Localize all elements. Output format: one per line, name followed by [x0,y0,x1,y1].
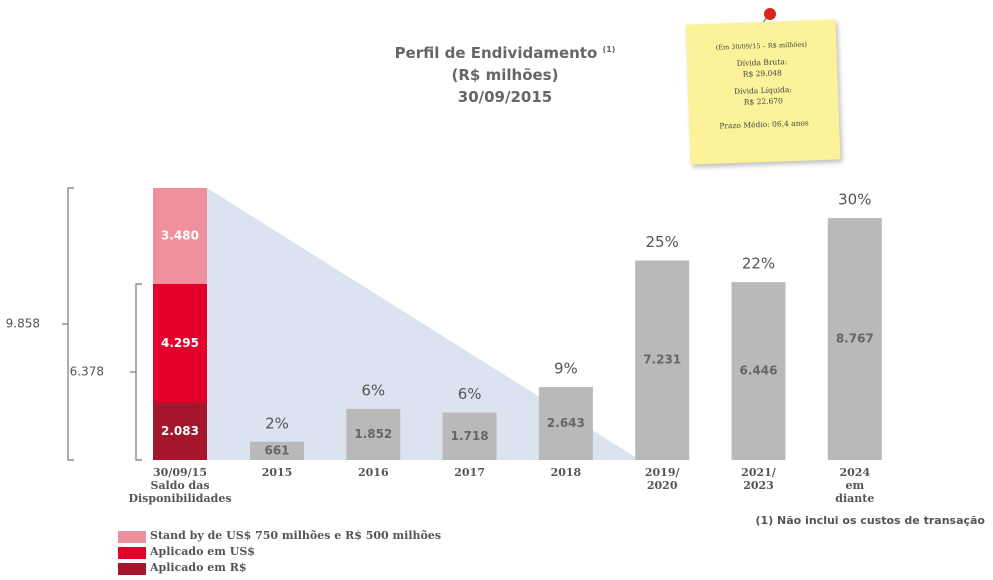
chart-title-line: Perfil de Endividamento (1) [380,44,630,62]
value-label: 8.767 [836,332,874,346]
share-label: 25% [646,233,679,251]
x-tick-label: 2021/ 2023 [741,466,776,492]
bar [538,387,593,460]
chart-date: 30/09/2015 [457,88,553,106]
legend-label: Aplicado em US$ [150,545,255,558]
bar [635,260,690,460]
value-label: 6.446 [740,364,778,378]
bracket [135,283,142,461]
x-tick-label: 2024 em diante [835,466,875,505]
bar-segment [153,188,207,285]
note-header: (Em 30/09/15 – R$ milhões) [715,40,808,52]
value-label: 3.480 [161,229,199,243]
bracket-label: 9.858 [6,317,40,331]
value-label: 2.083 [161,424,199,438]
legend-swatch [118,563,146,575]
x-tick-label: 2015 [261,466,293,479]
value-label: 1.718 [451,429,489,443]
x-tick-label: 2017 [454,466,485,479]
x-tick-label: 2018 [550,466,582,479]
legend-label: Aplicado em R$ [150,561,247,574]
bar [250,441,304,460]
legend-label: Stand by de US$ 750 milhões e R$ 500 mil… [150,529,442,542]
chart-subtitle: (R$ milhões) [451,66,559,84]
bar [827,218,882,460]
pin [764,8,776,20]
x-tick-label: 2019/ 2020 [644,466,680,492]
value-label: 7.231 [643,353,681,367]
share-label: 2% [265,414,289,432]
bar-segment [153,402,207,460]
title-note: (1) [602,45,616,54]
value-label: 1.852 [354,427,392,441]
share-label: 6% [361,381,385,399]
legend-swatch [118,531,146,543]
share-label: 9% [554,360,578,378]
bar [442,412,497,460]
x-tick-label: 2016 [357,466,389,479]
bracket [67,187,74,461]
footnote: (1) Não inclui os custos de transação [755,514,985,527]
share-label: 22% [742,255,775,273]
share-label: 6% [458,385,482,403]
bar [731,282,786,460]
legend-swatch [118,547,146,559]
value-label: 2.643 [547,416,585,430]
shadow-triangle [207,188,640,460]
note-line: Prazo Médio: 06,4 anos [719,118,809,131]
sticky-note: (Em 30/09/15 – R$ milhões) Dívida Bruta:… [685,19,841,165]
value-label: 4.295 [161,336,199,350]
chart-title: Perfil de Endividamento [394,44,598,62]
bar [346,408,401,460]
share-label: 30% [838,191,871,209]
x-tick-label: 30/09/15 Saldo das Disponibilidades [128,466,232,505]
bar-segment [153,284,207,403]
bracket-label: 6.378 [70,365,104,379]
value-label: 661 [264,443,289,457]
